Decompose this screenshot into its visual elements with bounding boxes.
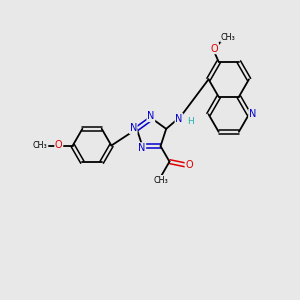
Text: CH₃: CH₃ <box>33 141 48 150</box>
Text: O: O <box>55 140 63 150</box>
Text: N: N <box>175 114 183 124</box>
Text: CH₃: CH₃ <box>221 33 236 42</box>
Text: H: H <box>187 117 194 126</box>
Text: N: N <box>249 109 256 119</box>
Text: CH₃: CH₃ <box>153 176 168 184</box>
Text: N: N <box>138 143 146 153</box>
Text: O: O <box>211 44 218 53</box>
Text: O: O <box>185 160 193 170</box>
Text: N: N <box>130 123 137 133</box>
Text: N: N <box>147 111 155 122</box>
